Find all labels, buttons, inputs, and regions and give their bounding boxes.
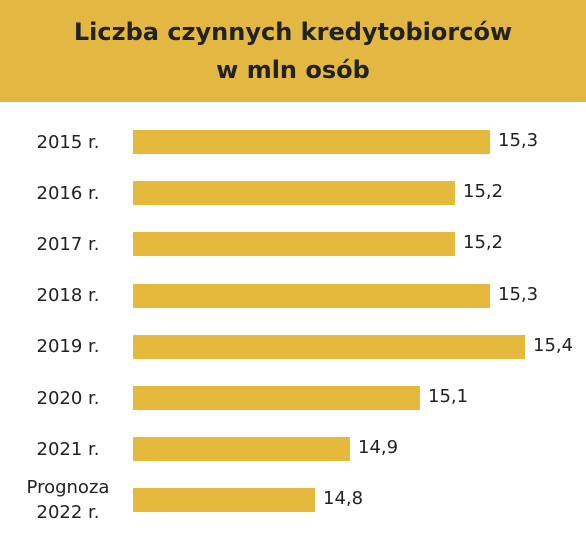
category-label: 2016 r.	[36, 182, 100, 204]
category-label: 2021 r.	[36, 438, 100, 460]
bar	[133, 181, 455, 206]
value-label: 15,4	[533, 334, 574, 356]
value-label: 15,1	[428, 386, 469, 407]
bar	[133, 386, 420, 410]
chart-subtitle: w mln osób	[216, 56, 370, 84]
chart-title: Liczba czynnych kredytobiorców	[73, 18, 513, 46]
header-band	[0, 0, 586, 102]
value-label: 15,2	[463, 232, 504, 254]
category-label: 2018 r.	[36, 285, 100, 307]
bar	[133, 232, 455, 257]
bar	[133, 334, 525, 359]
value-label: 15,3	[498, 283, 539, 305]
category-label: 2020 r.	[36, 387, 100, 409]
category-label: Prognoza 2022 r.	[26, 477, 110, 524]
bar	[133, 283, 490, 308]
value-label: 14,9	[358, 437, 399, 459]
bar	[133, 488, 315, 513]
value-label: 15,3	[498, 130, 539, 151]
category-label: 2017 r.	[36, 233, 100, 255]
category-label: 2015 r.	[36, 131, 100, 153]
value-label: 15,2	[463, 181, 504, 203]
value-label: 14,8	[323, 488, 364, 510]
bar	[133, 437, 350, 462]
category-label: 2019 r.	[36, 336, 100, 358]
bar	[133, 130, 490, 154]
